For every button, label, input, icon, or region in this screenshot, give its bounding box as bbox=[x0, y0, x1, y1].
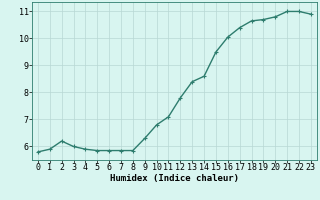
X-axis label: Humidex (Indice chaleur): Humidex (Indice chaleur) bbox=[110, 174, 239, 183]
